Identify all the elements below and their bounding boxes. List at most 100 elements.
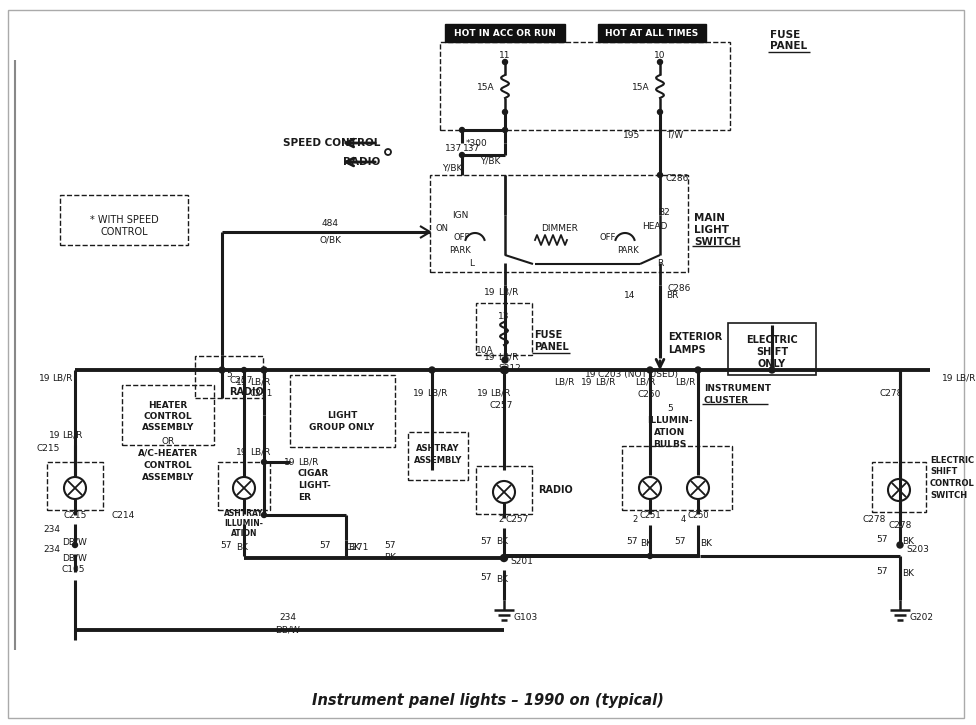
Circle shape [219, 367, 225, 373]
Text: 57: 57 [480, 537, 492, 547]
Bar [622, 446, 732, 510]
Text: 137: 137 [463, 144, 480, 152]
Circle shape [658, 59, 663, 65]
Text: 137: 137 [445, 144, 462, 152]
Text: 10A: 10A [476, 346, 494, 355]
Text: C257: C257 [490, 400, 513, 410]
Text: SPEED CONTROL: SPEED CONTROL [283, 138, 380, 148]
Text: SHIFT: SHIFT [756, 347, 788, 357]
Circle shape [262, 460, 266, 465]
Circle shape [429, 367, 435, 373]
Text: 4: 4 [680, 515, 686, 524]
Text: PANEL: PANEL [534, 342, 569, 352]
Text: PARK: PARK [617, 246, 639, 254]
Text: C214: C214 [112, 510, 136, 520]
Text: LB/R: LB/R [298, 457, 318, 466]
Text: C271: C271 [346, 544, 369, 552]
Text: ILLUMIN-: ILLUMIN- [647, 415, 693, 425]
Text: LIGHT-: LIGHT- [298, 481, 331, 489]
Text: ASSEMBLY: ASSEMBLY [142, 473, 194, 481]
Text: C278: C278 [880, 389, 904, 397]
Text: L: L [469, 259, 474, 268]
Text: BK: BK [348, 542, 360, 552]
Circle shape [501, 367, 508, 373]
Text: PARK: PARK [449, 246, 470, 254]
Circle shape [658, 109, 663, 115]
Text: 57: 57 [876, 536, 888, 544]
Text: * WITH SPEED: * WITH SPEED [90, 215, 158, 225]
Text: 14: 14 [624, 291, 635, 299]
Text: *300: *300 [466, 138, 488, 147]
Text: OFF: OFF [600, 233, 616, 241]
Bar [476, 303, 532, 355]
Text: ASSEMBLY: ASSEMBLY [414, 455, 463, 465]
Circle shape [647, 367, 653, 373]
Text: BK: BK [384, 552, 396, 561]
Text: CLUSTER: CLUSTER [704, 396, 750, 405]
Circle shape [503, 59, 508, 65]
Text: DB/W: DB/W [62, 537, 87, 547]
Text: C215: C215 [63, 510, 87, 520]
Circle shape [241, 368, 247, 373]
Text: CONTROL: CONTROL [101, 227, 147, 237]
Text: 57: 57 [385, 542, 395, 550]
Circle shape [647, 553, 653, 558]
Text: C278: C278 [863, 515, 886, 524]
Text: 2: 2 [632, 515, 638, 524]
Text: LB/R: LB/R [675, 378, 695, 386]
Text: LB/R: LB/R [490, 389, 510, 397]
Bar [476, 466, 532, 514]
Bar [872, 462, 926, 512]
Text: ELECTRIC: ELECTRIC [930, 455, 974, 465]
Text: 19: 19 [283, 457, 295, 466]
Text: HEATER: HEATER [148, 400, 187, 410]
Text: LIGHT: LIGHT [327, 410, 357, 420]
Text: LB/R: LB/R [498, 352, 518, 362]
Bar [445, 24, 565, 42]
Text: BK: BK [496, 537, 508, 547]
Bar [430, 175, 688, 272]
Circle shape [503, 109, 508, 115]
Text: C286: C286 [668, 283, 691, 292]
Circle shape [503, 128, 508, 133]
Text: G202: G202 [910, 613, 934, 621]
Text: BK: BK [902, 537, 914, 547]
Text: C250: C250 [688, 510, 710, 520]
Text: 19: 19 [585, 370, 596, 378]
Text: LB/R: LB/R [250, 447, 270, 457]
Text: LB/R: LB/R [52, 373, 72, 383]
Text: FUSE: FUSE [770, 30, 800, 40]
Text: 19: 19 [483, 288, 495, 297]
Text: 19: 19 [38, 373, 50, 383]
Text: ATION: ATION [230, 529, 258, 537]
Text: LB/R: LB/R [635, 378, 655, 386]
Text: 234: 234 [43, 545, 60, 555]
Text: HOT IN ACC OR RUN: HOT IN ACC OR RUN [454, 28, 556, 38]
Bar [60, 195, 188, 245]
Circle shape [769, 367, 775, 373]
Bar [728, 323, 816, 375]
Text: 19: 19 [49, 431, 60, 439]
Text: S203: S203 [906, 545, 929, 555]
Text: LB/R: LB/R [595, 378, 616, 386]
Bar [195, 356, 263, 398]
Text: OFF: OFF [454, 233, 470, 241]
Text: O/BK: O/BK [319, 236, 341, 244]
Text: 11: 11 [500, 51, 510, 59]
Text: INSTRUMENT: INSTRUMENT [704, 384, 771, 392]
Text: 19: 19 [581, 378, 592, 386]
Circle shape [502, 367, 508, 373]
Text: 57: 57 [627, 537, 638, 547]
Bar [122, 385, 214, 445]
Text: BK: BK [902, 570, 914, 579]
Bar [47, 462, 103, 510]
Text: 19: 19 [235, 447, 247, 457]
Text: CONTROL: CONTROL [143, 460, 192, 470]
Text: S201: S201 [510, 558, 533, 566]
Text: SHIFT: SHIFT [930, 468, 957, 476]
Text: ONLY: ONLY [758, 359, 786, 369]
Text: RADIO: RADIO [343, 157, 380, 167]
Text: 19: 19 [942, 373, 953, 383]
Text: ON: ON [435, 223, 449, 233]
Text: C278: C278 [888, 521, 912, 529]
